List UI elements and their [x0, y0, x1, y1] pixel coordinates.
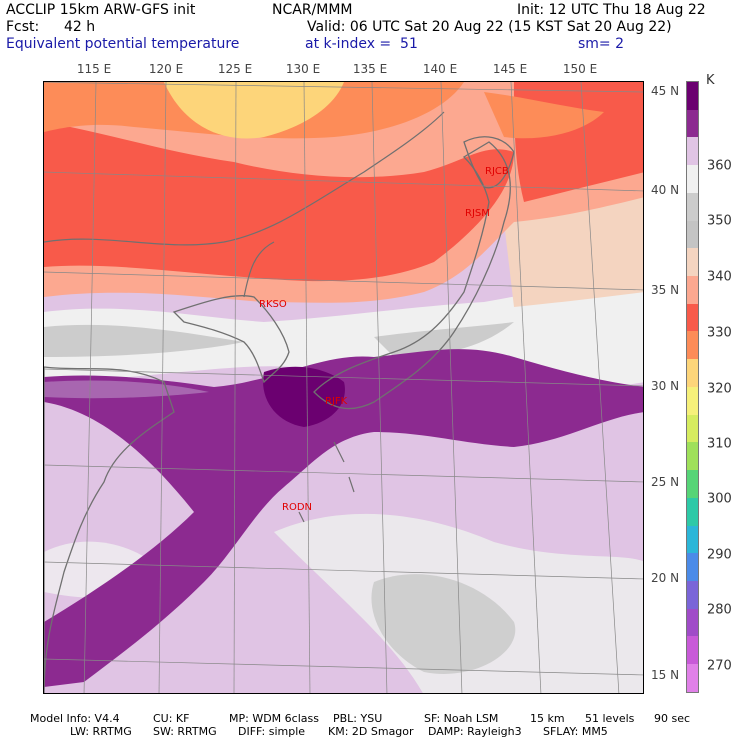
- colorbar-swatch: [687, 359, 698, 387]
- field-region: [374, 322, 514, 357]
- field-region: [164, 82, 344, 139]
- footer-pbl: PBL: YSU: [333, 712, 383, 725]
- field-region: [371, 574, 516, 674]
- station-rjfk: RJFK: [325, 396, 348, 407]
- field-region: [484, 92, 604, 139]
- footer-sw: SW: RRTMG: [153, 725, 217, 738]
- lat-tick: 45 N: [651, 84, 680, 98]
- lat-tick: 30 N: [651, 379, 680, 393]
- footer-sf: SF: Noah LSM: [424, 712, 499, 725]
- footer-levels: 51 levels: [585, 712, 635, 725]
- lon-tick: 130 E: [285, 62, 321, 76]
- colorbar-swatch: [687, 580, 698, 609]
- theta-e-field: RJCB RJSM RKSO RJFK RODN: [44, 82, 643, 693]
- footer-km: KM: 2D Smagor: [328, 725, 414, 738]
- island-outline: [298, 441, 355, 523]
- colorbar-label: 320: [707, 381, 732, 397]
- colorbar-unit: K: [706, 73, 715, 88]
- colorbar-swatch: [687, 386, 698, 415]
- footer-diff: DIFF: simple: [238, 725, 306, 738]
- init-time: Init: 12 UTC Thu 18 Aug 22: [517, 2, 706, 18]
- station-rjsm: RJSM: [465, 208, 490, 219]
- colorbar-swatch: [687, 525, 698, 554]
- colorbar-swatch: [687, 109, 698, 138]
- korea-coastline: [172, 295, 290, 384]
- colorbar-swatch: [687, 137, 698, 166]
- colorbar-label: 290: [707, 547, 732, 563]
- china-coastline: [44, 366, 175, 693]
- colorbar-label: 360: [707, 158, 732, 174]
- footer-mp: MP: WDM 6class: [229, 712, 319, 725]
- valid-time: Valid: 06 UTC Sat 20 Aug 22 (15 KST Sat …: [307, 19, 672, 35]
- lon-tick: 135 E: [352, 62, 388, 76]
- colorbar: [686, 81, 699, 693]
- colorbar-swatch: [687, 331, 698, 360]
- colorbar-swatch: [687, 248, 698, 277]
- colorbar-swatch: [687, 664, 698, 692]
- field-region: [44, 122, 514, 282]
- colorbar-label: 330: [707, 325, 732, 341]
- lon-tick: 145 E: [492, 62, 528, 76]
- footer-resolution: 15 km: [530, 712, 565, 725]
- lat-tick: 25 N: [651, 475, 680, 489]
- colorbar-swatch: [687, 414, 698, 443]
- footer-timestep: 90 sec: [654, 712, 691, 725]
- map-panel: RJCB RJSM RKSO RJFK RODN: [43, 81, 644, 694]
- footer-cu: CU: KF: [153, 712, 190, 725]
- smoothing: sm= 2: [578, 36, 625, 52]
- station-rodn: RODN: [282, 502, 312, 513]
- colorbar-label: 300: [707, 491, 732, 507]
- colorbar-label: 340: [707, 269, 732, 285]
- organization: NCAR/MMM: [272, 2, 353, 18]
- colorbar-swatch: [687, 553, 698, 581]
- footer-sflay: SFLAY: MM5: [543, 725, 608, 738]
- field-region: [44, 349, 643, 687]
- forecast-label: Fcst:: [6, 19, 40, 35]
- colorbar-swatch: [687, 470, 698, 498]
- colorbar-swatch: [687, 442, 698, 471]
- colorbar-swatch: [687, 303, 698, 332]
- lat-tick: 35 N: [651, 283, 680, 297]
- station-rkso: RKSO: [259, 299, 287, 310]
- footer-damp: DAMP: Rayleigh3: [428, 725, 522, 738]
- field-region: [263, 366, 345, 427]
- lat-tick: 40 N: [651, 183, 680, 197]
- colorbar-swatch: [687, 192, 698, 221]
- lon-tick: 125 E: [217, 62, 253, 76]
- vertical-level: at k-index = 51: [305, 36, 418, 52]
- colorbar-swatch: [687, 608, 698, 637]
- footer-model-info: Model Info: V4.4: [30, 712, 120, 725]
- colorbar-label: 280: [707, 602, 732, 618]
- japan-coastline: [313, 141, 511, 410]
- country-border: [243, 241, 275, 298]
- colorbar-swatch: [687, 165, 698, 193]
- lon-tick: 115 E: [76, 62, 112, 76]
- colorbar-swatch: [687, 220, 698, 249]
- model-title: ACCLIP 15km ARW-GFS init: [6, 2, 196, 18]
- lat-tick: 20 N: [651, 571, 680, 585]
- forecast-hour: 42 h: [64, 19, 96, 35]
- colorbar-swatch: [687, 497, 698, 526]
- colorbar-label: 270: [707, 658, 732, 674]
- lon-tick: 140 E: [422, 62, 458, 76]
- lon-tick: 120 E: [148, 62, 184, 76]
- footer-lw: LW: RRTMG: [70, 725, 132, 738]
- lat-tick: 15 N: [651, 668, 680, 682]
- field-region: [44, 324, 244, 357]
- colorbar-swatch: [687, 82, 698, 110]
- colorbar-swatch: [687, 276, 698, 304]
- lon-tick: 150 E: [562, 62, 598, 76]
- colorbar-swatch: [687, 636, 698, 665]
- colorbar-label: 350: [707, 213, 732, 229]
- field-region: [504, 197, 643, 307]
- colorbar-label: 310: [707, 436, 732, 452]
- country-border: [44, 111, 445, 246]
- hokkaido-coastline: [463, 136, 515, 189]
- station-rjcb: RJCB: [485, 166, 509, 177]
- field-name: Equivalent potential temperature: [6, 36, 240, 52]
